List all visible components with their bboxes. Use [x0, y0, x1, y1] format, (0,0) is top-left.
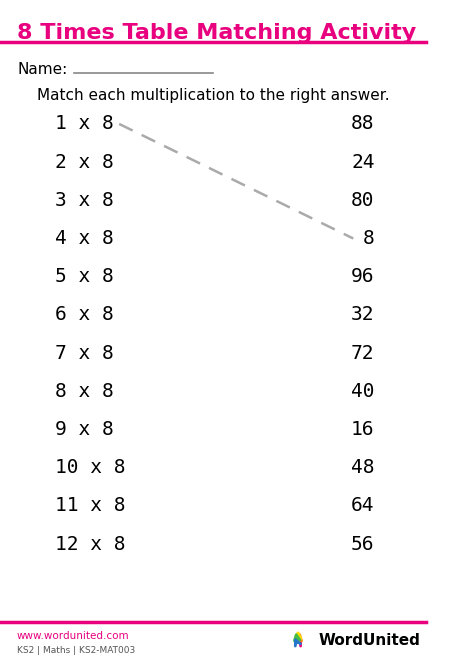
Text: 16: 16: [351, 420, 375, 439]
Text: 2 x 8: 2 x 8: [55, 153, 114, 172]
Text: Match each multiplication to the right answer.: Match each multiplication to the right a…: [36, 88, 389, 103]
Text: 4 x 8: 4 x 8: [55, 229, 114, 248]
Text: 10 x 8: 10 x 8: [55, 458, 126, 477]
Text: 80: 80: [351, 191, 375, 210]
Text: WordUnited: WordUnited: [318, 633, 420, 648]
Text: 8: 8: [363, 229, 375, 248]
Text: www.wordunited.com: www.wordunited.com: [17, 631, 130, 641]
Text: 64: 64: [351, 496, 375, 515]
Text: 7 x 8: 7 x 8: [55, 344, 114, 362]
Text: 8 Times Table Matching Activity: 8 Times Table Matching Activity: [17, 23, 416, 44]
Text: 5 x 8: 5 x 8: [55, 267, 114, 286]
Text: 3 x 8: 3 x 8: [55, 191, 114, 210]
Text: 1 x 8: 1 x 8: [55, 115, 114, 133]
Text: 24: 24: [351, 153, 375, 172]
Text: 32: 32: [351, 306, 375, 324]
Text: KS2 | Maths | KS2-MAT003: KS2 | Maths | KS2-MAT003: [17, 646, 135, 655]
Text: 12 x 8: 12 x 8: [55, 535, 126, 553]
Text: 8 x 8: 8 x 8: [55, 382, 114, 401]
Text: 96: 96: [351, 267, 375, 286]
Text: 9 x 8: 9 x 8: [55, 420, 114, 439]
Text: 88: 88: [351, 115, 375, 133]
Text: Name:: Name:: [17, 62, 67, 76]
Text: 72: 72: [351, 344, 375, 362]
Text: 56: 56: [351, 535, 375, 553]
Text: 11 x 8: 11 x 8: [55, 496, 126, 515]
Text: 48: 48: [351, 458, 375, 477]
Text: 6 x 8: 6 x 8: [55, 306, 114, 324]
Text: 40: 40: [351, 382, 375, 401]
